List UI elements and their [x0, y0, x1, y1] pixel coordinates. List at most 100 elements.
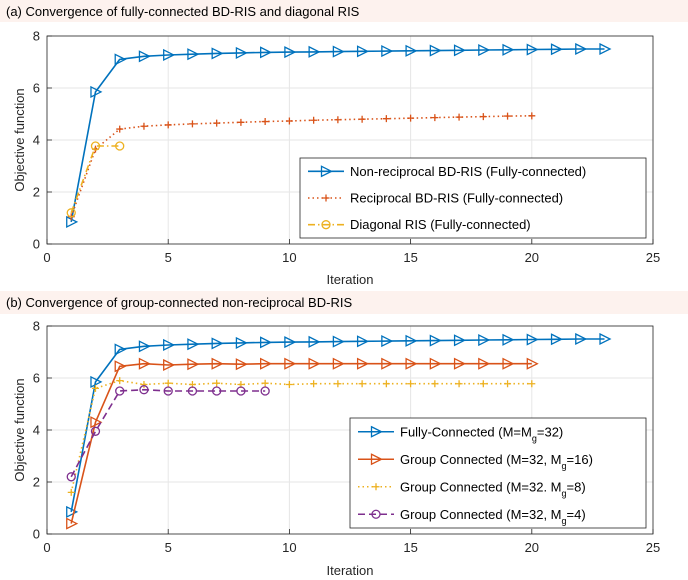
panel-a-series-1-point — [407, 114, 415, 122]
panel-b-series-1-point — [284, 357, 297, 370]
legend-label-tail: =16) — [567, 452, 593, 467]
panel-a-ytick-label: 0 — [33, 237, 40, 252]
panel-b-series-1-point — [308, 357, 321, 370]
panel-b-series-0-point — [308, 335, 321, 348]
panel-b-series-1-point — [502, 357, 515, 370]
panel-a-series-0-point — [138, 50, 151, 63]
panel-b-series-1-point — [260, 357, 273, 370]
panel-b-ylabel: Objective function — [12, 378, 27, 481]
panel-b-series-2-point — [140, 381, 148, 388]
panel-a-series-1-point — [431, 114, 439, 122]
panel-b-series-0-point — [453, 334, 467, 347]
panel-a-xtick-label: 20 — [525, 250, 539, 265]
panel-a-xtick-label: 0 — [43, 250, 50, 265]
panel-b-series-0-point — [526, 333, 539, 346]
panel-b-series-0-point — [332, 335, 345, 348]
panel-a-series — [66, 42, 612, 228]
panel-a-series-0-point — [502, 43, 515, 56]
panel-b-series-1-point — [235, 358, 248, 371]
panel-b-series-2-point — [164, 379, 172, 387]
panel-a-xlabel: Iteration — [327, 272, 374, 287]
panel-b-legend-label: Group Connected (M=32. Mg=8) — [400, 479, 586, 498]
panel-a-ytick-label: 4 — [33, 133, 40, 148]
panel-b-series-0-point — [381, 335, 394, 348]
panel-a-series-0-point — [526, 43, 539, 56]
panel-a-series-2-point — [115, 141, 125, 151]
panel-a-ylabel: Objective function — [12, 88, 27, 191]
panel-a-series-1-point — [140, 122, 148, 130]
panel-b-xtick-label: 10 — [282, 540, 296, 555]
panel-b-legend: Fully-Connected (M=Mg=32)Group Connected… — [349, 417, 647, 529]
panel-b-series-1-point — [332, 357, 345, 370]
legend-label-subscript: g — [562, 516, 567, 526]
panel-b-series-2-point — [455, 380, 463, 388]
panel-b-xlabel: Iteration — [327, 563, 374, 578]
panel-a-series-0-point — [478, 43, 491, 57]
legend-label-subscript: g — [562, 488, 567, 498]
panel-b-series-2-point — [334, 380, 342, 388]
panel-a-series-0-point — [235, 46, 248, 59]
panel-a-series-1-point — [188, 120, 196, 128]
panel-b-series-0-point — [502, 333, 515, 346]
panel-a-series-0-point — [260, 46, 273, 59]
panel-b-xtick-label: 15 — [403, 540, 417, 555]
panel-b-series-3-point — [66, 472, 76, 482]
panel-a-series-2-point — [90, 141, 101, 151]
panel-a-xtick-label: 5 — [165, 250, 172, 265]
panel-a-series-1-point — [237, 118, 245, 126]
panel-b-series-3-point — [163, 386, 173, 396]
panel-b-series-0-point — [429, 334, 442, 347]
legend-label-subscript: g — [532, 433, 537, 443]
panel-b-series-2-point — [285, 381, 293, 388]
panel-a-series-1-point — [528, 112, 536, 120]
panel-a-legend-label: Non-reciprocal BD-RIS (Fully-connected) — [350, 164, 586, 179]
panel-b-series-0-point — [599, 332, 612, 346]
panel-a-series-1-point — [504, 112, 512, 120]
panel-a-series-0-point — [90, 85, 103, 98]
panel-b-series — [66, 332, 612, 530]
panel-b-series-1-point — [163, 358, 176, 372]
panel-a-series-0-point — [187, 48, 200, 61]
legend-label-main: Group Connected (M=32. M — [400, 479, 562, 494]
legend-label-main: Group Connected (M=32, M — [400, 507, 562, 522]
panel-b-series-2-point — [67, 488, 75, 496]
panel-b-legend-label: Group Connected (M=32, Mg=16) — [400, 452, 593, 471]
panel-a-series-2-line — [70, 145, 120, 214]
panel-b-series-2-point — [310, 380, 318, 388]
panel-a-series-1-point — [382, 115, 390, 123]
panel-b-series-1-point — [356, 357, 370, 370]
panel-b-series-1-point — [211, 357, 224, 370]
panel-b-xtick-label: 25 — [646, 540, 660, 555]
panel-b-legend-label: Group Connected (M=32, Mg=4) — [400, 507, 586, 526]
panel-b-series-0-point — [235, 336, 248, 349]
panel-b-series-2-point — [479, 380, 487, 388]
panel-b-legend-swatch-marker — [372, 483, 380, 491]
panel-b-series-2-point — [213, 379, 221, 387]
panel-a-xtick-label: 15 — [403, 250, 417, 265]
panel-b-ytick-label: 6 — [33, 371, 40, 386]
panel-a-series-0-point — [429, 44, 442, 57]
panel-b-series-0-point — [284, 336, 297, 349]
panel-b-series-2-point — [382, 380, 390, 388]
panel-a: (a) Convergence of fully-connected BD-RI… — [0, 0, 688, 287]
panel-b-series-0-point — [114, 343, 127, 356]
panel-b-series-2-point — [528, 380, 536, 388]
panel-a-series-0-point — [405, 44, 418, 57]
panel-a-series-1-point — [334, 116, 342, 124]
panel-a-xtick-label: 10 — [282, 250, 296, 265]
panel-b-series-0-point — [187, 338, 200, 351]
panel-b-series-1-point — [138, 357, 151, 370]
panel-b-series-2-point — [358, 380, 366, 388]
panel-b-series-1-point — [429, 357, 442, 370]
panel-b-series-0-point — [90, 375, 103, 388]
panel-b-series-2-point — [116, 377, 124, 385]
panel-b: (b) Convergence of group-connected non-r… — [0, 291, 688, 578]
panel-b-xtick-label: 20 — [525, 540, 539, 555]
panel-b-series-0-point — [138, 340, 151, 353]
panel-b-series-0-point — [260, 336, 273, 349]
panel-b-title: (b) Convergence of group-connected non-r… — [6, 295, 352, 310]
panel-b-series-3-point — [260, 386, 270, 396]
legend-label-main: Diagonal RIS (Fully-connected) — [350, 217, 531, 232]
panel-a-series-0-point — [550, 43, 563, 56]
